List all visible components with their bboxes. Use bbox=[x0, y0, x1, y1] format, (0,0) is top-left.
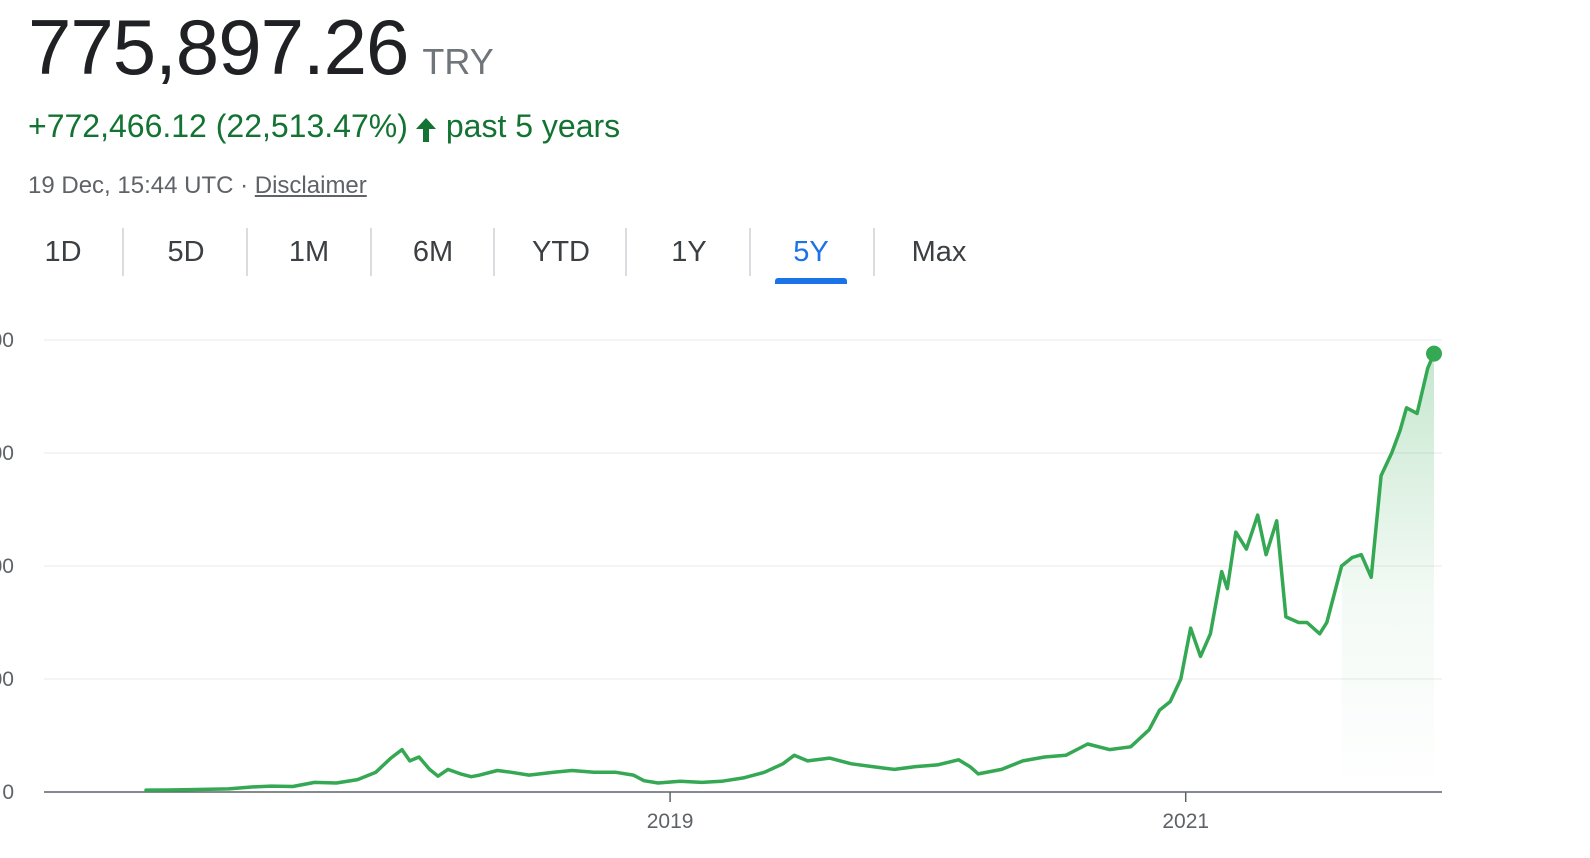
timestamp-row: 19 Dec, 15:44 UTC · Disclaimer bbox=[28, 172, 367, 200]
tab-separator bbox=[749, 228, 751, 276]
current-value-dot[interactable] bbox=[1426, 345, 1442, 362]
y-tick-label: 0 bbox=[2, 781, 14, 804]
y-tick-label: 800,000 bbox=[0, 329, 14, 352]
currency-code: TRY bbox=[422, 41, 494, 82]
x-tick-label: 2021 bbox=[1162, 810, 1209, 833]
range-tabs: 1D 5D 1M 6M YTD 1Y 5Y Max bbox=[0, 228, 1000, 286]
timestamp: 19 Dec, 15:44 UTC · bbox=[28, 172, 255, 199]
series-area bbox=[1341, 353, 1434, 792]
change-period: past 5 years bbox=[445, 108, 621, 144]
tab-max[interactable]: Max bbox=[911, 235, 967, 268]
tab-1d[interactable]: 1D bbox=[44, 235, 82, 268]
tab-separator bbox=[246, 228, 248, 276]
price-header: 775,897.26 TRY bbox=[28, 8, 494, 86]
price-change: +772,466.12 (22,513.47%) past 5 years bbox=[28, 108, 620, 145]
tab-separator bbox=[873, 228, 875, 276]
tab-5y[interactable]: 5Y bbox=[793, 235, 829, 268]
y-tick-label: 400,000 bbox=[0, 555, 14, 578]
tab-ytd[interactable]: YTD bbox=[532, 235, 590, 268]
tab-6m[interactable]: 6M bbox=[412, 235, 454, 268]
tab-1m[interactable]: 1M bbox=[288, 235, 330, 268]
disclaimer-link[interactable]: Disclaimer bbox=[254, 172, 367, 199]
price-chart: 800,000 600,000 400,000 200,000 0 2019 2021 bbox=[0, 329, 1442, 833]
current-price: 775,897.26 bbox=[28, 3, 409, 91]
y-tick-label: 200,000 bbox=[0, 668, 14, 691]
tab-separator bbox=[122, 228, 124, 276]
y-tick-label: 600,000 bbox=[0, 442, 14, 465]
tab-5d[interactable]: 5D bbox=[167, 235, 205, 268]
tab-separator bbox=[625, 228, 627, 276]
x-tick-label: 2019 bbox=[647, 810, 694, 833]
tab-separator bbox=[370, 228, 372, 276]
tab-separator bbox=[493, 228, 495, 276]
change-value: +772,466.12 (22,513.47%) bbox=[28, 108, 408, 144]
tab-1y[interactable]: 1Y bbox=[671, 235, 707, 268]
arrow-up-icon bbox=[414, 115, 438, 143]
active-tab-indicator bbox=[775, 278, 847, 284]
series-line bbox=[144, 351, 1436, 792]
